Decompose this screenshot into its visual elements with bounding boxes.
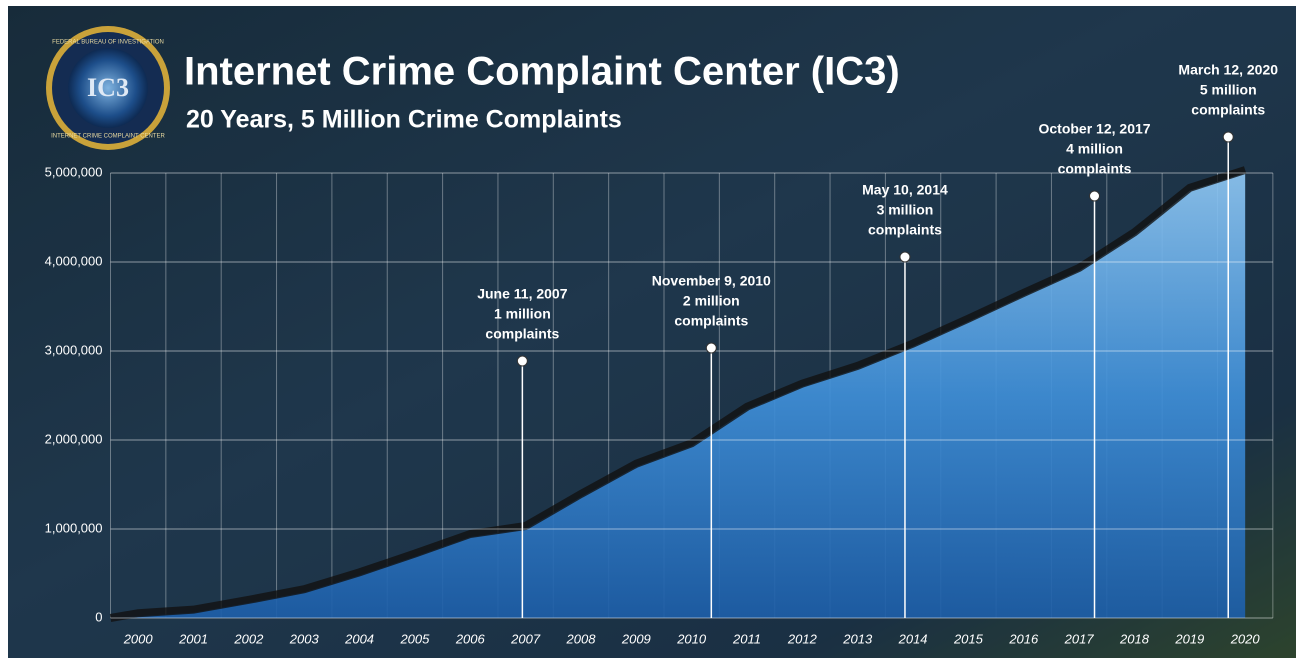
annotation-unit: complaints xyxy=(1058,161,1132,177)
x-tick-label: 2007 xyxy=(510,631,541,646)
y-tick-label: 3,000,000 xyxy=(45,342,103,357)
annotation-date: November 9, 2010 xyxy=(652,273,771,289)
y-tick-label: 0 xyxy=(95,609,102,624)
x-tick-label: 2015 xyxy=(953,631,984,646)
x-tick-label: 2020 xyxy=(1230,631,1261,646)
annotation-date: May 10, 2014 xyxy=(862,182,948,198)
x-tick-label: 2009 xyxy=(621,631,651,646)
y-tick-label: 1,000,000 xyxy=(45,520,103,535)
logo-bottom-text: INTERNET CRIME COMPLAINT CENTER xyxy=(51,134,165,140)
x-tick-label: 2013 xyxy=(842,631,873,646)
x-tick-label: 2011 xyxy=(732,631,761,646)
annotation-dot xyxy=(517,356,527,366)
x-tick-label: 2017 xyxy=(1064,631,1095,646)
x-tick-label: 2012 xyxy=(787,631,818,646)
x-tick-label: 2006 xyxy=(455,631,486,646)
annotation-dot xyxy=(706,343,716,353)
annotation-amount: 3 million xyxy=(877,202,934,218)
annotation-date: March 12, 2020 xyxy=(1178,62,1278,78)
logo-top-text: FEDERAL BUREAU OF INVESTIGATION xyxy=(52,40,164,46)
x-tick-label: 2010 xyxy=(676,631,707,646)
logo-mark: IC3 xyxy=(87,73,129,102)
x-tick-label: 2018 xyxy=(1119,631,1150,646)
annotation-dot xyxy=(1223,132,1233,142)
annotation-unit: complaints xyxy=(1191,102,1265,118)
annotation-amount: 5 million xyxy=(1200,82,1257,98)
annotation-unit: complaints xyxy=(868,222,942,238)
x-tick-label: 2005 xyxy=(399,631,430,646)
annotation-amount: 1 million xyxy=(494,306,551,322)
x-tick-label: 2003 xyxy=(289,631,320,646)
annotation-unit: complaints xyxy=(674,313,748,329)
annotation-amount: 2 million xyxy=(683,293,740,309)
logo: FEDERAL BUREAU OF INVESTIGATION INTERNET… xyxy=(46,26,170,150)
chart-subtitle: 20 Years, 5 Million Crime Complaints xyxy=(186,106,622,134)
y-tick-label: 4,000,000 xyxy=(45,253,103,268)
x-tick-label: 2002 xyxy=(233,631,264,646)
y-tick-label: 2,000,000 xyxy=(45,431,103,446)
annotation-date: October 12, 2017 xyxy=(1038,121,1150,137)
chart-title: Internet Crime Complaint Center (IC3) xyxy=(184,50,900,94)
annotation-unit: complaints xyxy=(485,326,559,342)
x-tick-label: 2014 xyxy=(898,631,928,646)
x-tick-label: 2000 xyxy=(123,631,154,646)
y-tick-label: 5,000,000 xyxy=(45,164,103,179)
x-tick-label: 2004 xyxy=(344,631,374,646)
annotation-dot xyxy=(1090,191,1100,201)
x-tick-label: 2008 xyxy=(566,631,597,646)
chart: FEDERAL BUREAU OF INVESTIGATION INTERNET… xyxy=(0,0,1304,664)
annotation-dot xyxy=(900,252,910,262)
x-tick-label: 2016 xyxy=(1008,631,1039,646)
annotation-date: June 11, 2007 xyxy=(477,286,568,302)
annotation-amount: 4 million xyxy=(1066,141,1123,157)
x-tick-label: 2001 xyxy=(178,631,208,646)
x-tick-label: 2019 xyxy=(1174,631,1204,646)
